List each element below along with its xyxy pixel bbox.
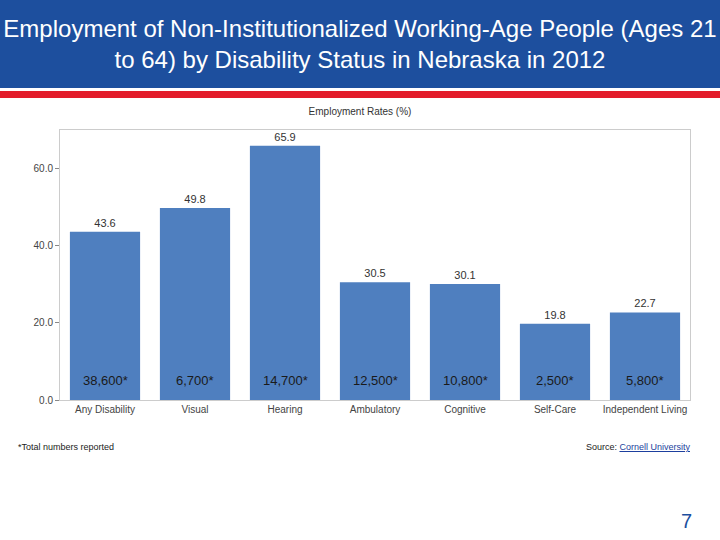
svg-text:49.8: 49.8 <box>184 193 205 205</box>
svg-text:40.0: 40.0 <box>34 240 54 251</box>
html-text:Employment of Non-Institutiona: Employment of Non-Institutionalized Work… <box>3 15 717 73</box>
svg-text:0.0: 0.0 <box>39 395 53 406</box>
svg-text:2,500*: 2,500* <box>536 373 574 388</box>
svg-text:65.9: 65.9 <box>274 131 295 143</box>
svg-text:38,600*: 38,600* <box>83 373 128 388</box>
svg-text:Independent Living: Independent Living <box>603 404 688 415</box>
svg-text:14,700*: 14,700* <box>263 373 308 388</box>
svg-text:Cognitive: Cognitive <box>444 404 486 415</box>
svg-text:12,500*: 12,500* <box>353 373 398 388</box>
svg-text:Self-Care: Self-Care <box>534 404 577 415</box>
svg-text:60.0: 60.0 <box>34 163 54 174</box>
svg-text:5,800*: 5,800* <box>626 373 664 388</box>
svg-text:30.1: 30.1 <box>454 269 475 281</box>
svg-text:43.6: 43.6 <box>94 217 115 229</box>
html-text:Source: Cornell University: Source: Cornell University <box>585 442 690 452</box>
svg-text:19.8: 19.8 <box>544 309 565 321</box>
svg-text:6,700*: 6,700* <box>176 373 214 388</box>
svg-text:Visual: Visual <box>181 404 208 415</box>
html-text:7: 7 <box>680 510 692 532</box>
svg-text:22.7: 22.7 <box>634 297 655 309</box>
svg-text:10,800*: 10,800* <box>443 373 488 388</box>
svg-text:20.0: 20.0 <box>34 317 54 328</box>
svg-text:Hearing: Hearing <box>267 404 302 415</box>
svg-text:Ambulatory: Ambulatory <box>350 404 401 415</box>
html-text:*Total numbers reported: *Total numbers reported <box>18 442 115 452</box>
svg-text:Any Disability: Any Disability <box>75 404 135 415</box>
svg-text:30.5: 30.5 <box>364 267 385 279</box>
svg-text:Employment Rates (%): Employment Rates (%) <box>309 106 412 117</box>
